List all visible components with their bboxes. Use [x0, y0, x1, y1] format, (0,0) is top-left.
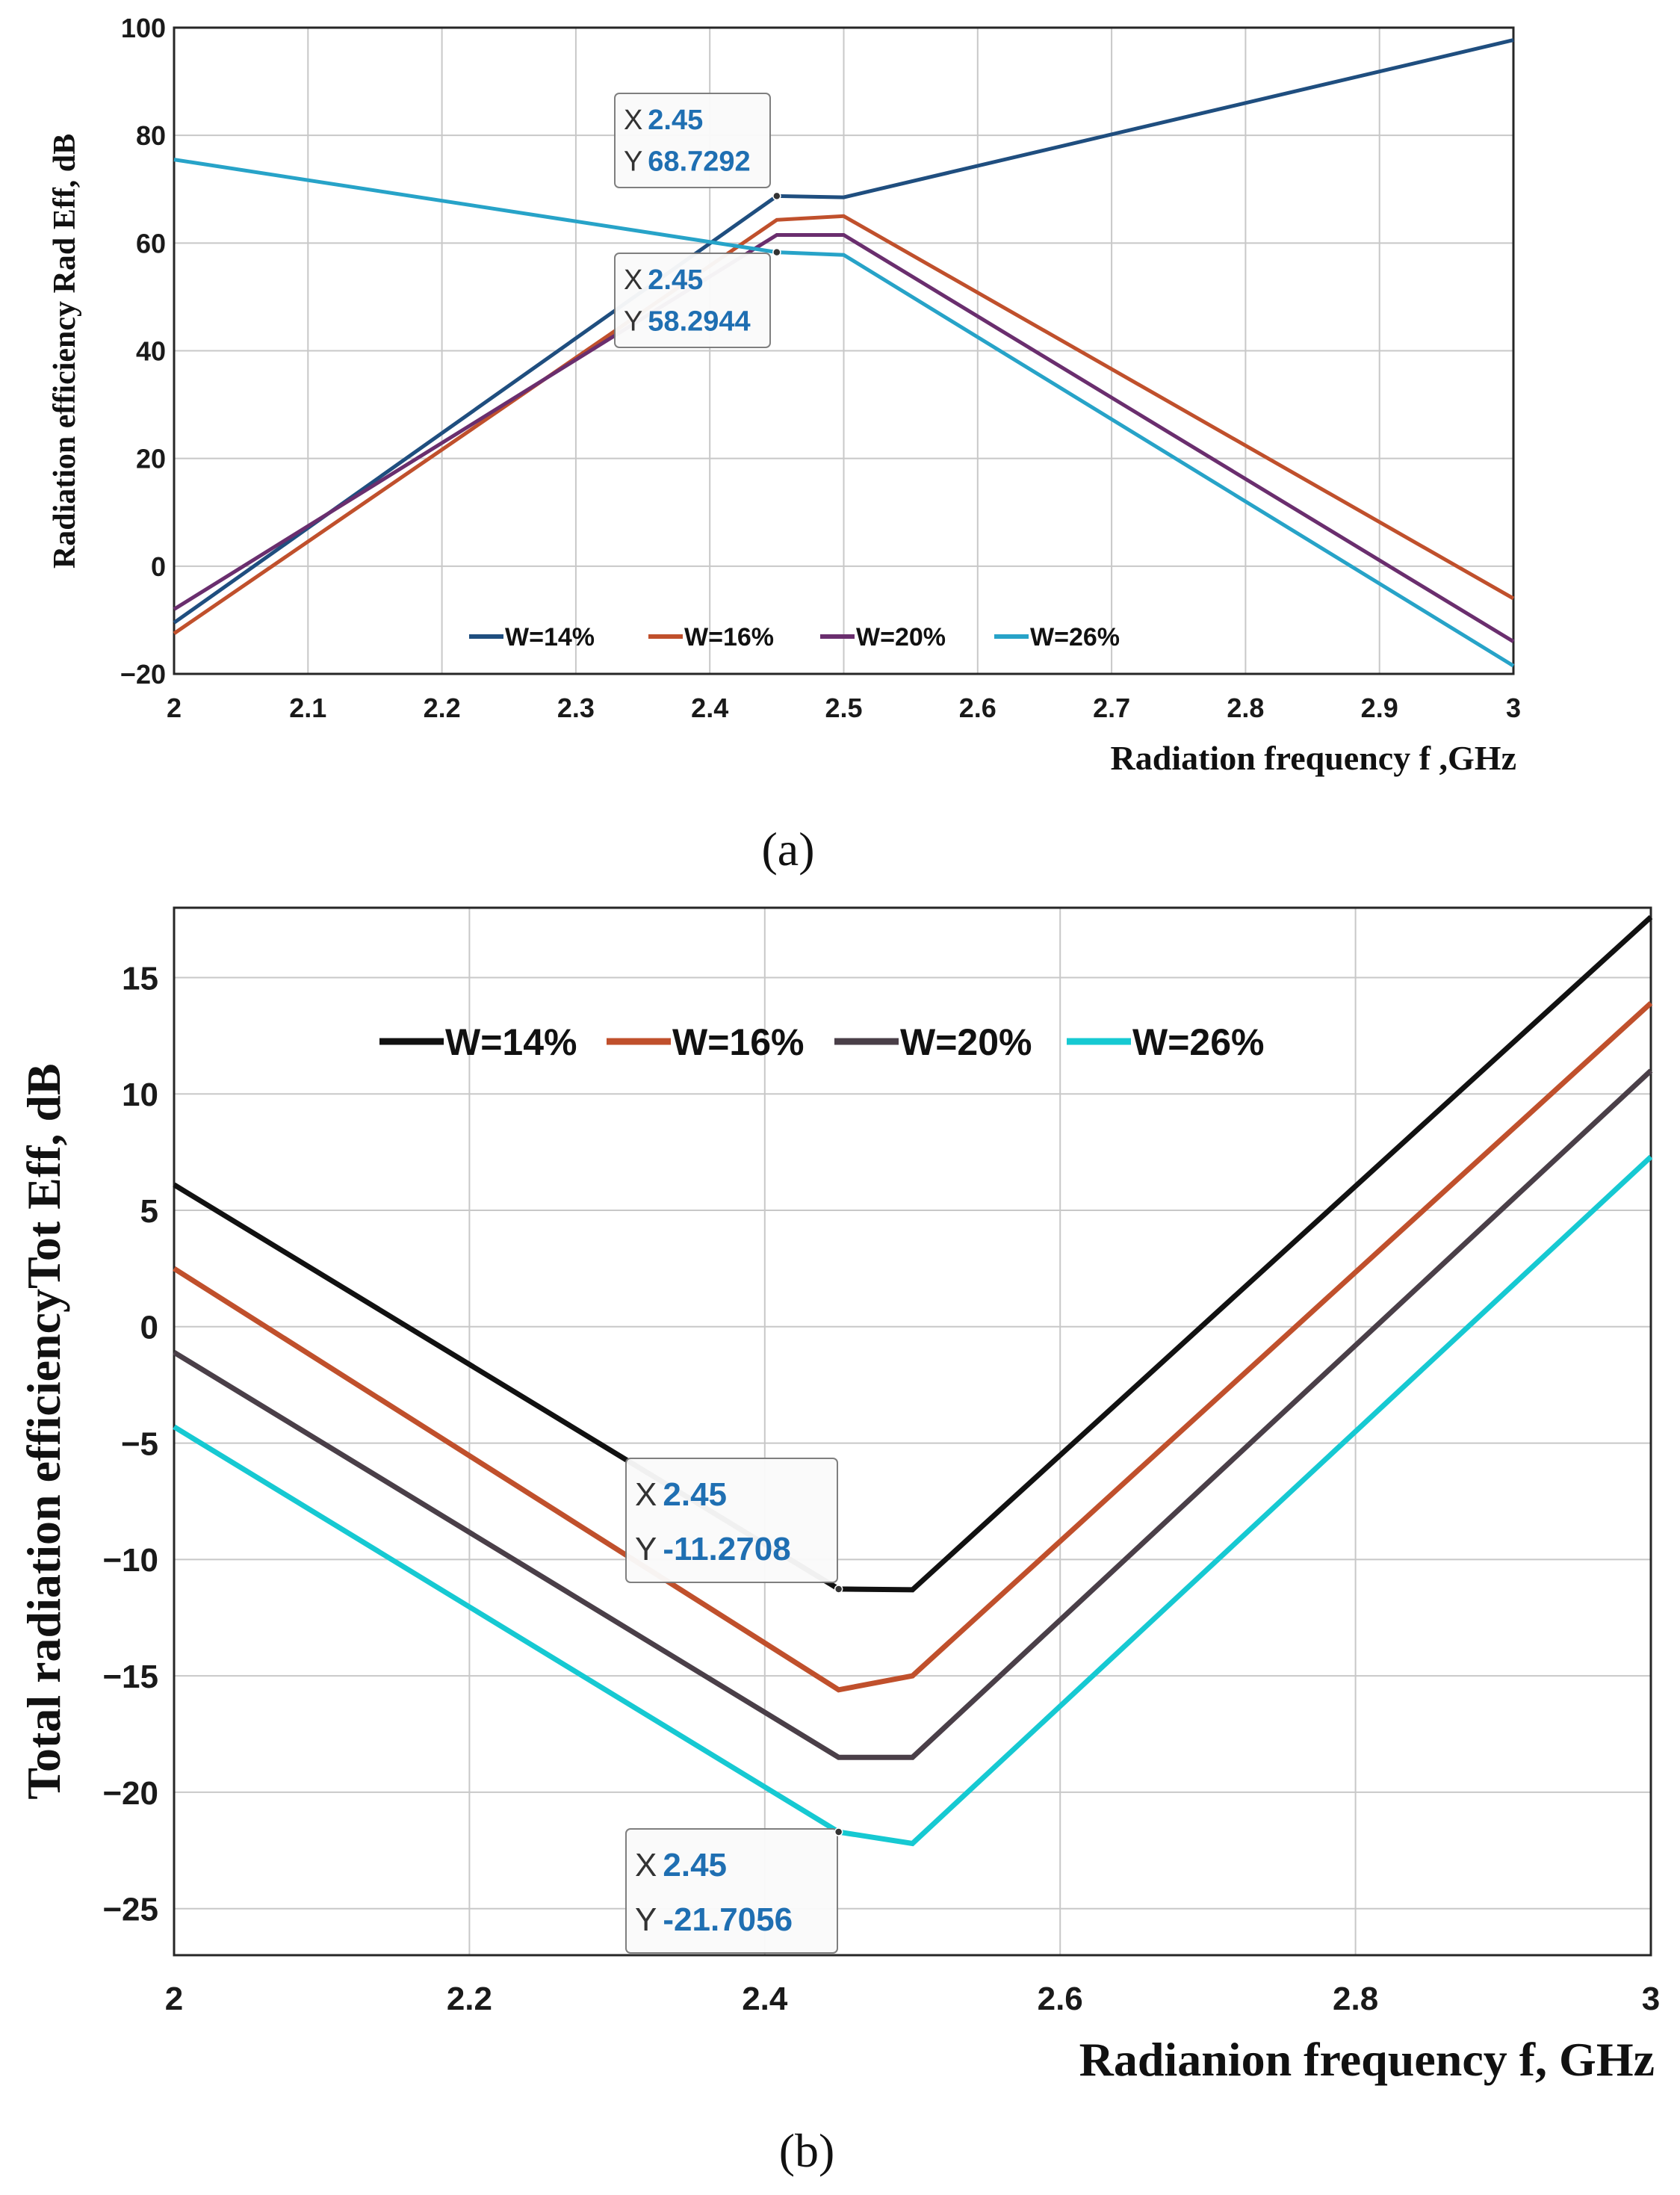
datatip-y-label: Y: [635, 1901, 657, 1938]
datatip-x-label: X: [624, 105, 642, 136]
datatip-marker: [834, 1827, 843, 1836]
plot-area: [174, 908, 1651, 1955]
y-tick-label: −5: [121, 1425, 158, 1462]
x-tick-label: 3: [1642, 1981, 1660, 2017]
legend-label: W=26%: [1030, 623, 1120, 651]
panel-label: (b): [779, 2124, 835, 2177]
x-tick-label: 2.6: [959, 693, 996, 723]
legend-label: W=14%: [445, 1021, 577, 1063]
legend-label: W=20%: [856, 623, 946, 651]
datatip-marker: [834, 1585, 843, 1594]
y-tick-label: −10: [102, 1542, 158, 1579]
y-tick-label: 0: [140, 1310, 158, 1346]
x-tick-label: 2: [165, 1981, 183, 2017]
x-tick-label: 2.5: [825, 693, 862, 723]
series-line-w16: [173, 214, 1515, 635]
legend-label: W=16%: [684, 623, 774, 651]
series-line-w16: [173, 1001, 1653, 1693]
x-axis-label: Radiation frequency f ,GHz: [1111, 739, 1516, 777]
datatip-y-label: Y: [635, 1531, 657, 1567]
datatip-y-value: -21.7056: [663, 1901, 793, 1938]
series-line-w20: [173, 233, 1515, 643]
x-tick-label: 2.9: [1361, 693, 1398, 723]
datatip-y-label: Y: [624, 146, 642, 177]
y-axis-label: Total radiation efficiencyTot Eff, dB: [17, 1063, 70, 1800]
y-tick-label: 40: [136, 335, 166, 366]
datatip-x-label: X: [624, 264, 642, 296]
x-tick-label: 2.7: [1093, 693, 1130, 723]
datatip-box: [625, 1458, 838, 1583]
x-tick-label: 3: [1506, 693, 1521, 723]
datatip-y-value: 68.7292: [648, 146, 750, 177]
x-tick-label: 2.8: [1227, 693, 1264, 723]
y-tick-label: 100: [121, 13, 166, 43]
x-tick-label: 2.2: [447, 1981, 492, 2017]
series-line-w20: [173, 1068, 1653, 1760]
x-tick-label: 2.4: [742, 1981, 788, 2017]
datatip-x-value: 2.45: [663, 1847, 727, 1883]
chart-b: 2 2.2 2.4 2.6 2.8 3 −25 −20 −15 −10 −5 0 5 10 15 W=14% W…: [17, 906, 1660, 2177]
legend-label: W=14%: [505, 623, 595, 651]
x-tick-label: 2: [167, 693, 182, 723]
legend-label: W=20%: [900, 1021, 1032, 1063]
datatip-x-label: X: [635, 1476, 657, 1513]
y-tick-label: −20: [120, 659, 166, 690]
datatip-x-label: X: [635, 1847, 657, 1883]
datatip-x-value: 2.45: [648, 105, 703, 136]
y-tick-label: −15: [102, 1659, 158, 1695]
datatip-marker: [772, 191, 781, 201]
y-axis-label: Radiation efficiency Rad Eff, dB: [48, 134, 82, 569]
x-tick-label: 2.8: [1333, 1981, 1378, 2017]
axes-box: [173, 906, 1652, 1957]
x-tick-label: 2.6: [1038, 1981, 1083, 2017]
y-tick-label: 10: [122, 1077, 158, 1113]
y-tick-label: −25: [102, 1892, 158, 1928]
series-line-w26: [173, 158, 1515, 668]
x-tick-label: 2.3: [557, 693, 595, 723]
x-axis-label: Radianion frequency f, GHz: [1079, 2033, 1655, 2086]
y-tick-label: 0: [151, 551, 166, 582]
datatip-y-value: -11.2708: [663, 1531, 790, 1567]
y-tick-label: 60: [136, 228, 166, 258]
panel-label: (a): [761, 823, 814, 876]
chart-a: 2 2.1 2.2 2.3 2.4 2.5 2.6 2.7 2.8 2.9 3 −20 0 20 40 60 8…: [48, 13, 1521, 876]
datatip-box: [625, 1828, 838, 1954]
datatip-marker: [772, 247, 781, 257]
datatip-x-value: 2.45: [648, 264, 703, 296]
datatip-x-value: 2.45: [663, 1476, 727, 1513]
y-tick-label: −20: [102, 1775, 158, 1812]
x-tick-label: 2.1: [289, 693, 326, 723]
axes-box: [173, 26, 1515, 675]
legend-label: W=16%: [672, 1021, 804, 1063]
y-tick-label: 20: [136, 444, 166, 474]
datatip-y-value: 58.2944: [648, 306, 750, 337]
series-line-w14: [173, 914, 1653, 1593]
y-tick-label: 5: [140, 1193, 158, 1230]
series-line-w14: [173, 38, 1514, 625]
datatip-y-label: Y: [624, 306, 642, 337]
datatip-box: [614, 253, 771, 348]
legend-label: W=26%: [1132, 1021, 1264, 1063]
y-tick-label: 80: [136, 120, 166, 151]
y-tick-label: 15: [122, 960, 158, 997]
x-tick-label: 2.4: [691, 693, 728, 723]
series-line-w26: [173, 1154, 1653, 1847]
x-tick-label: 2.2: [424, 693, 461, 723]
datatip-box: [614, 93, 771, 188]
